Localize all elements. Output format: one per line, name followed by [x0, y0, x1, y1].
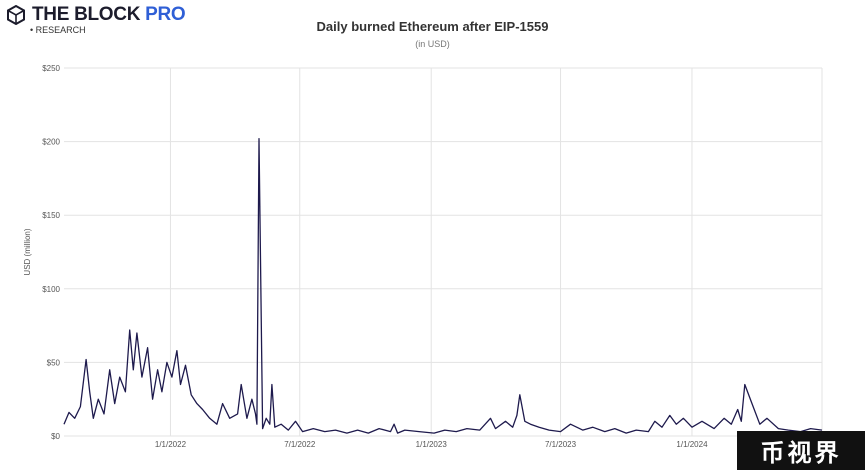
brand-name-main: THE BLOCK: [32, 4, 141, 25]
y-tick-label: $250: [42, 64, 60, 73]
y-tick-label: $200: [42, 138, 60, 147]
chart-title: Daily burned Ethereum after EIP-1559: [316, 19, 549, 34]
x-tick-label: 1/1/2024: [676, 440, 708, 449]
watermark: 币视界: [737, 431, 865, 470]
brand-name-accent: PRO: [145, 4, 186, 25]
brand-subtitle: • RESEARCH: [30, 25, 86, 35]
y-tick-label: $0: [51, 432, 60, 441]
brand-name: THE BLOCK PRO: [32, 4, 186, 26]
series-line-daily-burn: [63, 138, 823, 434]
y-tick-label: $50: [47, 358, 61, 367]
chart-subtitle: (in USD): [415, 39, 450, 49]
x-tick-label: 1/1/2022: [155, 440, 187, 449]
y-tick-label: $100: [42, 285, 60, 294]
brand-header: THE BLOCK PRO • RESEARCH: [6, 3, 206, 37]
y-axis-label: USD (million): [23, 228, 32, 275]
block-cube-icon: [7, 5, 25, 25]
x-tick-label: 7/1/2023: [545, 440, 577, 449]
y-tick-label: $150: [42, 211, 60, 220]
x-tick-label: 1/1/2023: [416, 440, 448, 449]
x-tick-label: 7/1/2022: [284, 440, 316, 449]
